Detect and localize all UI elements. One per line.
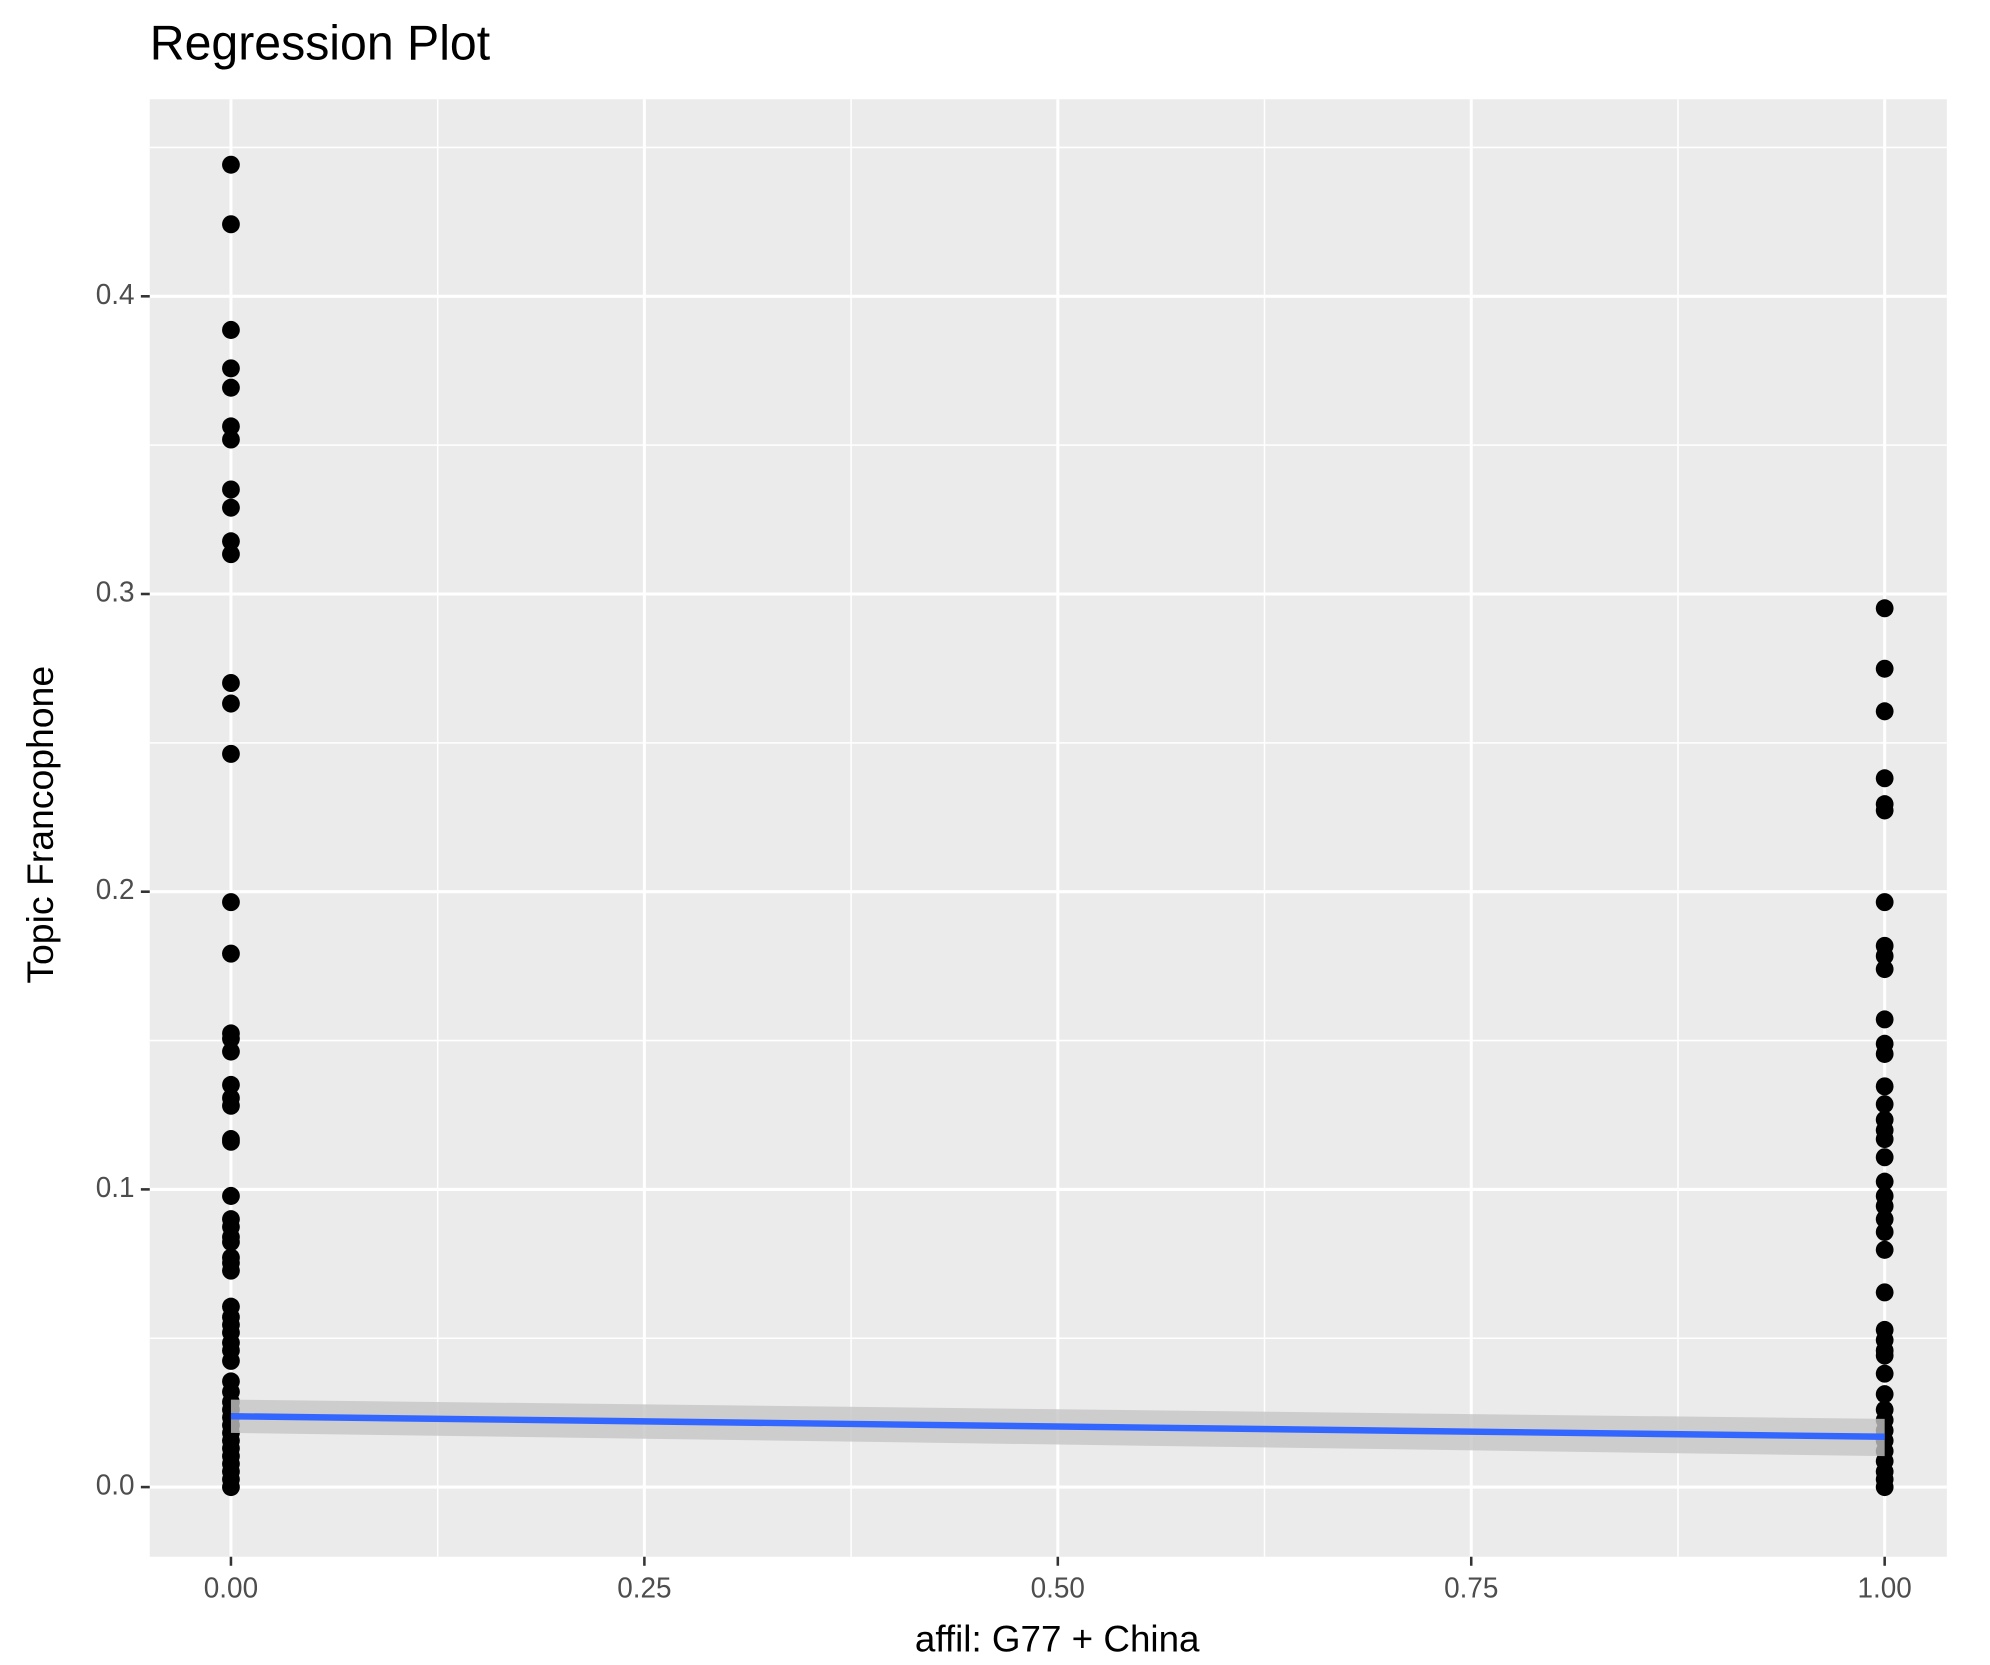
point — [222, 1075, 240, 1094]
point — [222, 320, 240, 339]
x-tick-label: 1.00 — [1858, 1573, 1912, 1604]
point — [1875, 1478, 1894, 1497]
point — [1875, 1222, 1894, 1241]
point — [222, 532, 240, 551]
x-tick-label: 0.75 — [1444, 1573, 1498, 1604]
point — [222, 378, 240, 397]
point — [1875, 1346, 1894, 1365]
point — [222, 1478, 240, 1497]
point — [1875, 1095, 1894, 1114]
point — [222, 694, 240, 713]
point — [222, 430, 240, 449]
point — [1875, 702, 1894, 721]
point — [1875, 769, 1894, 788]
y-tick-label: 0.1 — [96, 1172, 135, 1203]
point — [1875, 960, 1894, 979]
point — [1875, 946, 1894, 966]
point — [222, 1233, 240, 1252]
point — [222, 1096, 240, 1115]
point — [222, 498, 240, 517]
x-tick-label: 0.50 — [1031, 1573, 1085, 1604]
point — [222, 944, 240, 963]
point — [222, 1261, 240, 1280]
point — [1875, 1210, 1894, 1229]
point — [222, 1029, 240, 1048]
point — [222, 893, 240, 912]
point — [1875, 1010, 1894, 1029]
point — [1875, 1044, 1894, 1063]
point — [1875, 893, 1894, 912]
regression-line — [230, 1413, 1885, 1441]
point — [222, 545, 240, 564]
x-axis-label: affil: G77 + China — [915, 1617, 1200, 1659]
point — [222, 673, 240, 693]
point — [1875, 1077, 1894, 1096]
point — [222, 359, 240, 378]
x-tick-label: 0.25 — [617, 1573, 671, 1604]
y-tick-label: 0.3 — [96, 576, 135, 607]
point — [1875, 1130, 1894, 1149]
point — [1875, 801, 1894, 820]
point — [1875, 1240, 1894, 1259]
point — [222, 215, 240, 234]
y-tick-label: 0.4 — [96, 279, 135, 310]
y-tick-label: 0.2 — [96, 874, 135, 905]
point — [1875, 1364, 1894, 1383]
chart-title: Regression Plot — [150, 16, 491, 70]
x-tick-label: 0.00 — [204, 1573, 258, 1604]
point — [1875, 1197, 1894, 1216]
point — [1875, 1148, 1894, 1167]
point — [222, 1042, 240, 1061]
point — [222, 1132, 240, 1151]
point — [222, 1186, 240, 1205]
point — [222, 1351, 240, 1370]
point — [1875, 1283, 1894, 1302]
y-tick-label: 0.0 — [96, 1469, 135, 1500]
point — [222, 744, 240, 763]
point — [1875, 659, 1894, 678]
point — [222, 417, 240, 436]
point — [1875, 1385, 1894, 1404]
plot-panel — [149, 99, 1947, 1557]
point — [222, 480, 240, 499]
point — [1875, 1172, 1894, 1191]
point — [1875, 599, 1894, 618]
y-axis-label: Topic Francophone — [19, 666, 61, 984]
point — [222, 155, 240, 174]
